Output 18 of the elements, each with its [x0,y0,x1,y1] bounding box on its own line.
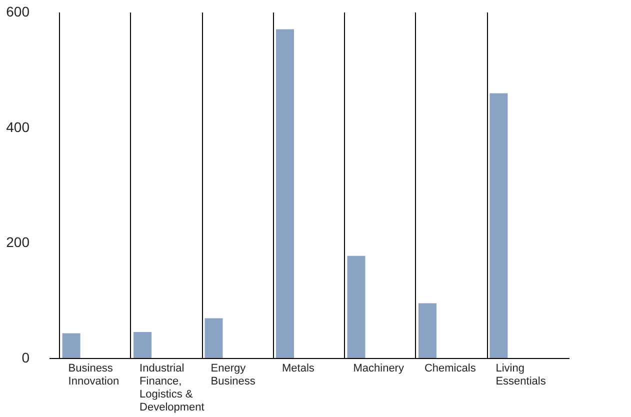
bar [134,332,152,358]
bar [490,93,508,358]
x-tick-label: Industrial Finance, Logistics & Development [140,362,204,414]
x-tick-label: Energy Business [210,362,256,388]
x-tick-label: Business Innovation [68,362,120,388]
bar [418,303,436,358]
x-tick-label: Living Essentials [496,362,546,388]
x-tick-label: Metals [282,362,315,374]
y-tick-label: 600 [6,4,30,20]
bar [347,256,366,358]
y-tick-label: 400 [6,118,30,135]
x-tick-label: Machinery [353,362,404,374]
y-tick-label: 0 [22,350,30,366]
y-tick-label: 200 [6,234,30,250]
x-tick-label: Chemicals [424,362,476,374]
bar [276,29,294,358]
bar [62,333,80,358]
bar [204,318,223,358]
